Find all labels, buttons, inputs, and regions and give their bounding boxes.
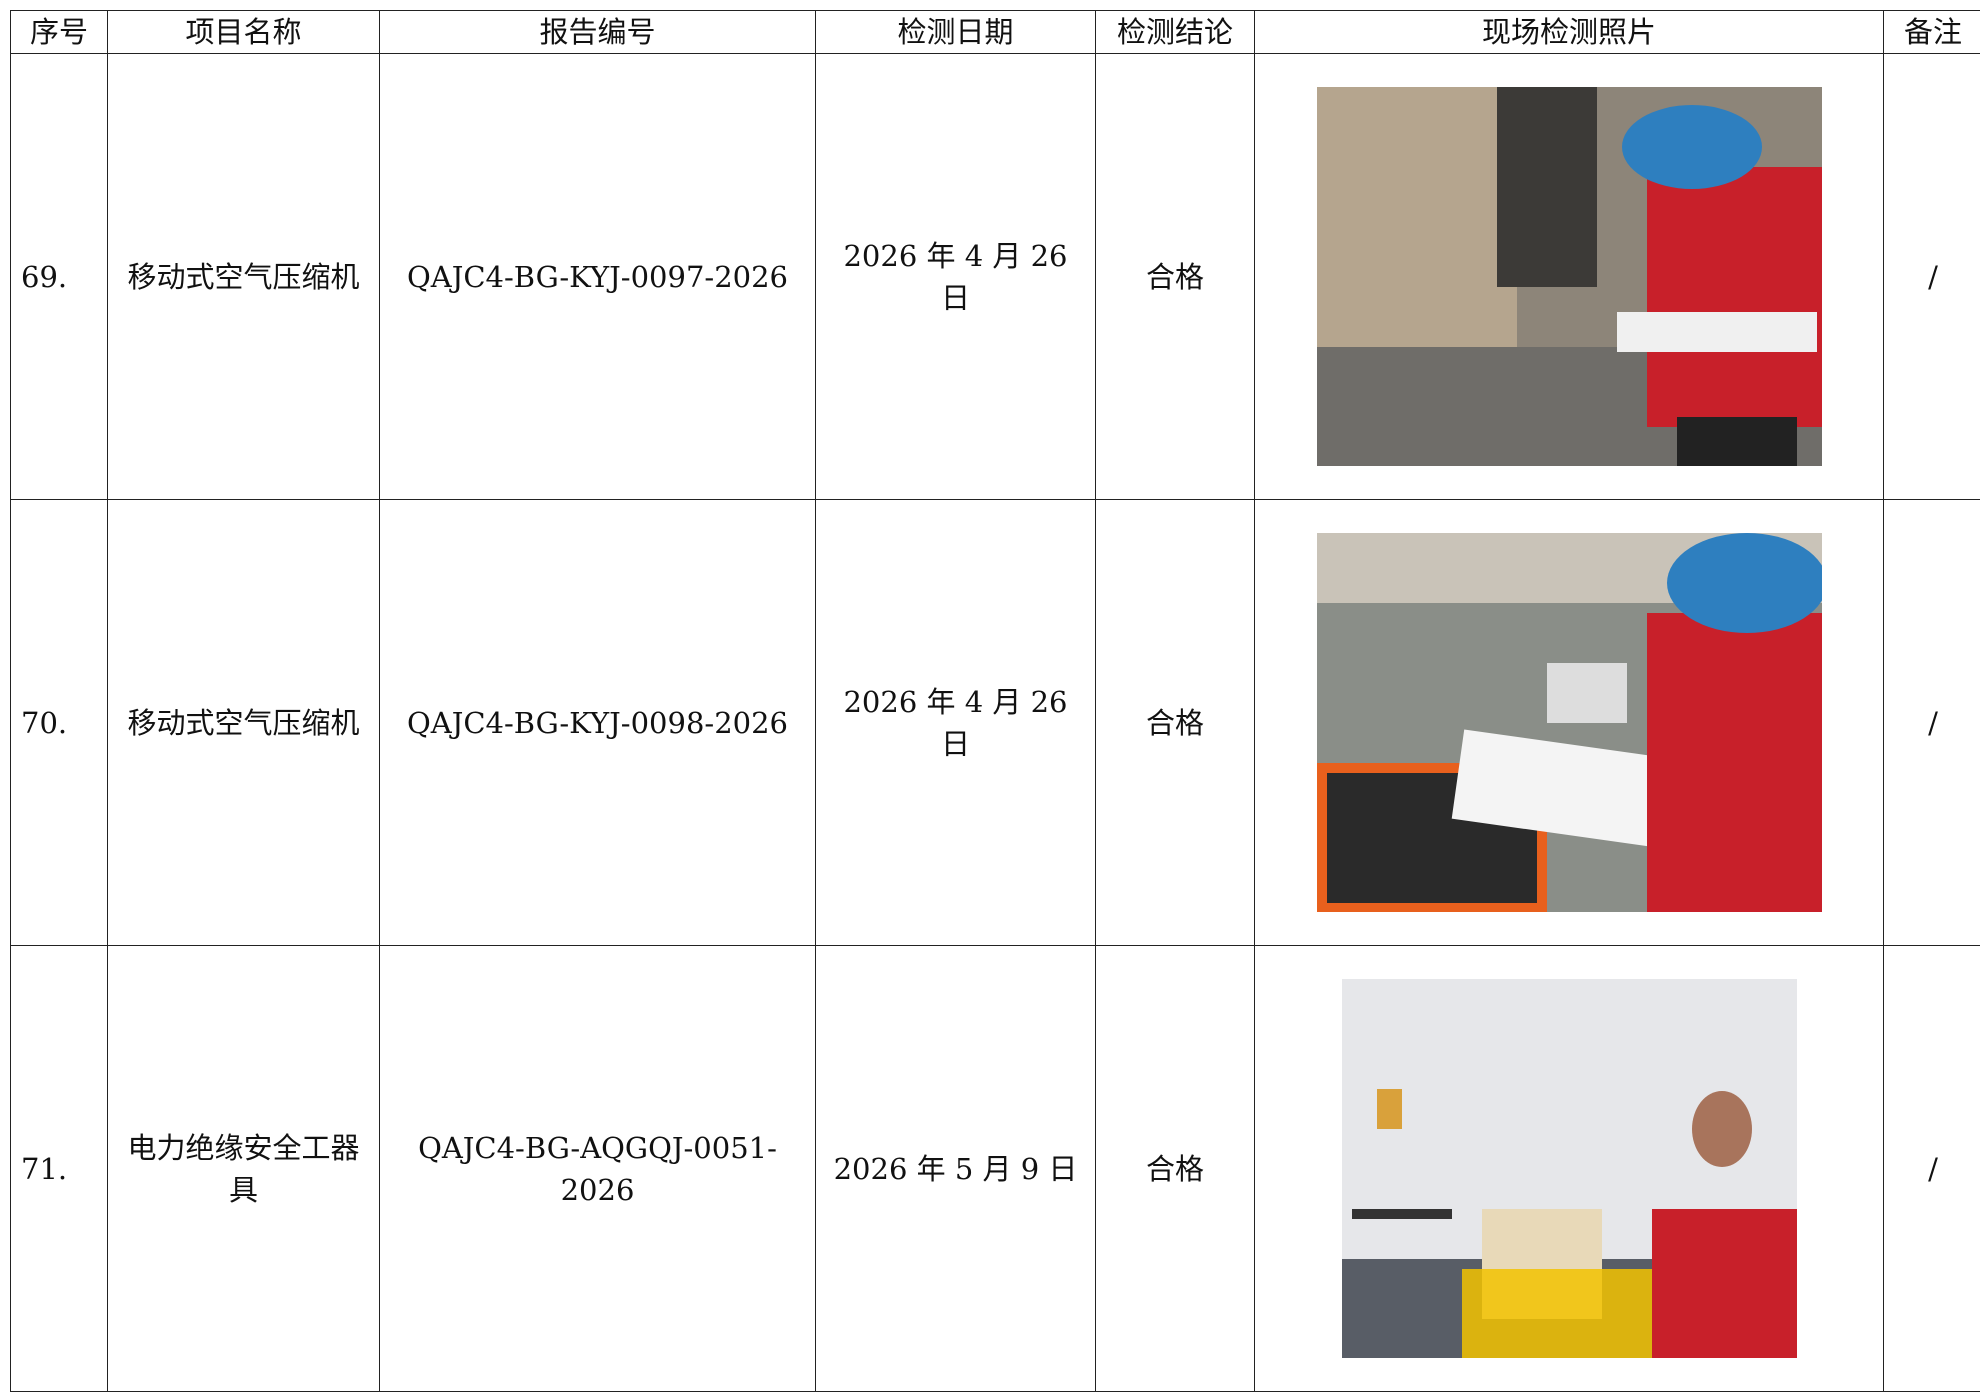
report-number: QAJC4-BG-AQGQJ-0051-2026 [379,945,816,1392]
table-body: 69. 移动式空气压缩机 QAJC4-BG-KYJ-0097-2026 2026 年 … [10,53,1980,1392]
row-number: 69. [10,53,108,501]
site-photo [1316,87,1822,467]
remark: / [1883,53,1980,501]
test-result: 合格 [1095,53,1255,501]
header-cell: 现场检测照片 [1254,10,1884,55]
photo-cell [1254,945,1884,1392]
test-result: 合格 [1095,499,1255,947]
test-date: 2026 年 4 月 26 日 [815,53,1096,501]
test-date: 2026 年 5 月 9 日 [815,945,1096,1392]
record-table: 序号 项目名称 报告编号 检测日期 检测结论 现场检测照片 备注 69. 移动式空气压缩机 QA… [10,10,1980,1392]
header-cell: 报告编号 [379,10,816,55]
header-cell: 序号 [10,10,108,55]
test-date: 2026 年 4 月 26 日 [815,499,1096,947]
report-number: QAJC4-BG-KYJ-0098-2026 [379,499,816,947]
site-photo [1341,979,1797,1359]
table-wrap: 序号 项目名称 报告编号 检测日期 检测结论 现场检测照片 备注 69. 移动式空气压缩机 QA… [10,10,1980,1392]
photo-cell [1254,499,1884,947]
table-row: 69. 移动式空气压缩机 QAJC4-BG-KYJ-0097-2026 2026 年 … [10,53,1980,501]
photo-cell [1254,53,1884,501]
item-name: 电力绝缘安全工器具 [107,945,380,1392]
report-number: QAJC4-BG-KYJ-0097-2026 [379,53,816,501]
item-name: 移动式空气压缩机 [107,499,380,947]
item-name: 移动式空气压缩机 [107,53,380,501]
table-row: 70. 移动式空气压缩机 QAJC4-BG-KYJ-0098-2026 2026 年 … [10,499,1980,947]
header-cell: 检测日期 [815,10,1096,55]
table-row: 71. 电力绝缘安全工器具 QAJC4-BG-AQGQJ-0051-2026 2026… [10,945,1980,1392]
header-cell: 检测结论 [1095,10,1255,55]
header-cell: 项目名称 [107,10,380,55]
remark: / [1883,945,1980,1392]
remark: / [1883,499,1980,947]
header-cell: 备注 [1883,10,1980,55]
row-number: 71. [10,945,108,1392]
header-row: 序号 项目名称 报告编号 检测日期 检测结论 现场检测照片 备注 [10,10,1980,55]
site-photo [1316,533,1822,913]
test-result: 合格 [1095,945,1255,1392]
row-number: 70. [10,499,108,947]
